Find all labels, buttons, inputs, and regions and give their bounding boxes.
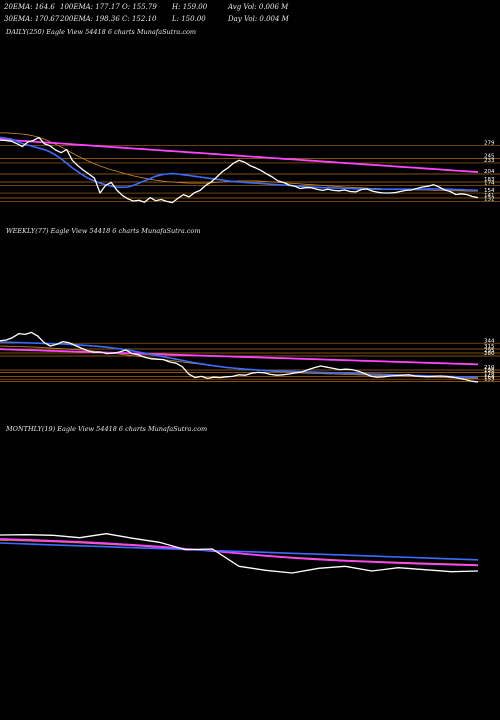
level-label-295: 295: [484, 348, 495, 354]
level-label-183: 183: [484, 177, 495, 183]
high-value: H: 159.00: [172, 3, 208, 11]
avg-vol-value: Avg Vol: 0.006 M: [228, 3, 289, 11]
level-label-279: 279: [484, 141, 495, 147]
ema30-value: 30EMA: 170.67: [4, 15, 60, 23]
level-label-154: 154: [484, 188, 495, 194]
level-label-141: 141: [484, 193, 495, 199]
price-line: [0, 533, 479, 574]
monthly-chart: [0, 533, 479, 574]
ema-fast-line: [0, 136, 479, 192]
monthly-panel-title: MONTHLY(19) Eagle View 54418 6 charts Mu…: [6, 425, 208, 433]
day-vol-value: Day Vol: 0.004 M: [228, 15, 289, 23]
level-label-210: 210: [484, 365, 495, 371]
low-value: L: 150.00: [172, 15, 206, 23]
daily-panel-title: DAILY(250) Eagle View 54418 6 charts Mun…: [6, 28, 197, 36]
ema100-value: 100EMA: 177.17: [60, 3, 120, 11]
level-label-164: 164: [484, 374, 495, 380]
ema-fast-line: [0, 542, 479, 561]
open-value: O: 155.79: [122, 3, 157, 11]
level-label-233: 233: [484, 158, 495, 164]
level-label-153: 153: [484, 377, 495, 383]
price-line: [0, 331, 479, 383]
price-line: [0, 136, 479, 204]
level-label-174: 174: [484, 181, 495, 187]
level-label-315: 315: [484, 344, 495, 350]
ema-mid-line: [0, 539, 479, 565]
level-label-245: 245: [484, 154, 495, 160]
level-label-204: 204: [484, 169, 495, 175]
level-label-132: 132: [484, 197, 495, 203]
ema20-value: 20EMA: 164.6: [4, 3, 55, 11]
ema200-value: 200EMA: 198.36: [60, 15, 120, 23]
level-label-178: 178: [484, 372, 495, 378]
close-value: C: 152.10: [122, 15, 157, 23]
level-label-344: 344: [484, 338, 495, 344]
ema-slow-line: [0, 348, 479, 366]
weekly-panel-title: WEEKLY(77) Eagle View 54418 6 charts Mun…: [6, 227, 201, 235]
level-label-198: 198: [484, 368, 495, 374]
ema-slow-line: [0, 138, 479, 173]
level-label-280: 280: [484, 351, 495, 357]
ema-slow-line: [0, 538, 479, 567]
